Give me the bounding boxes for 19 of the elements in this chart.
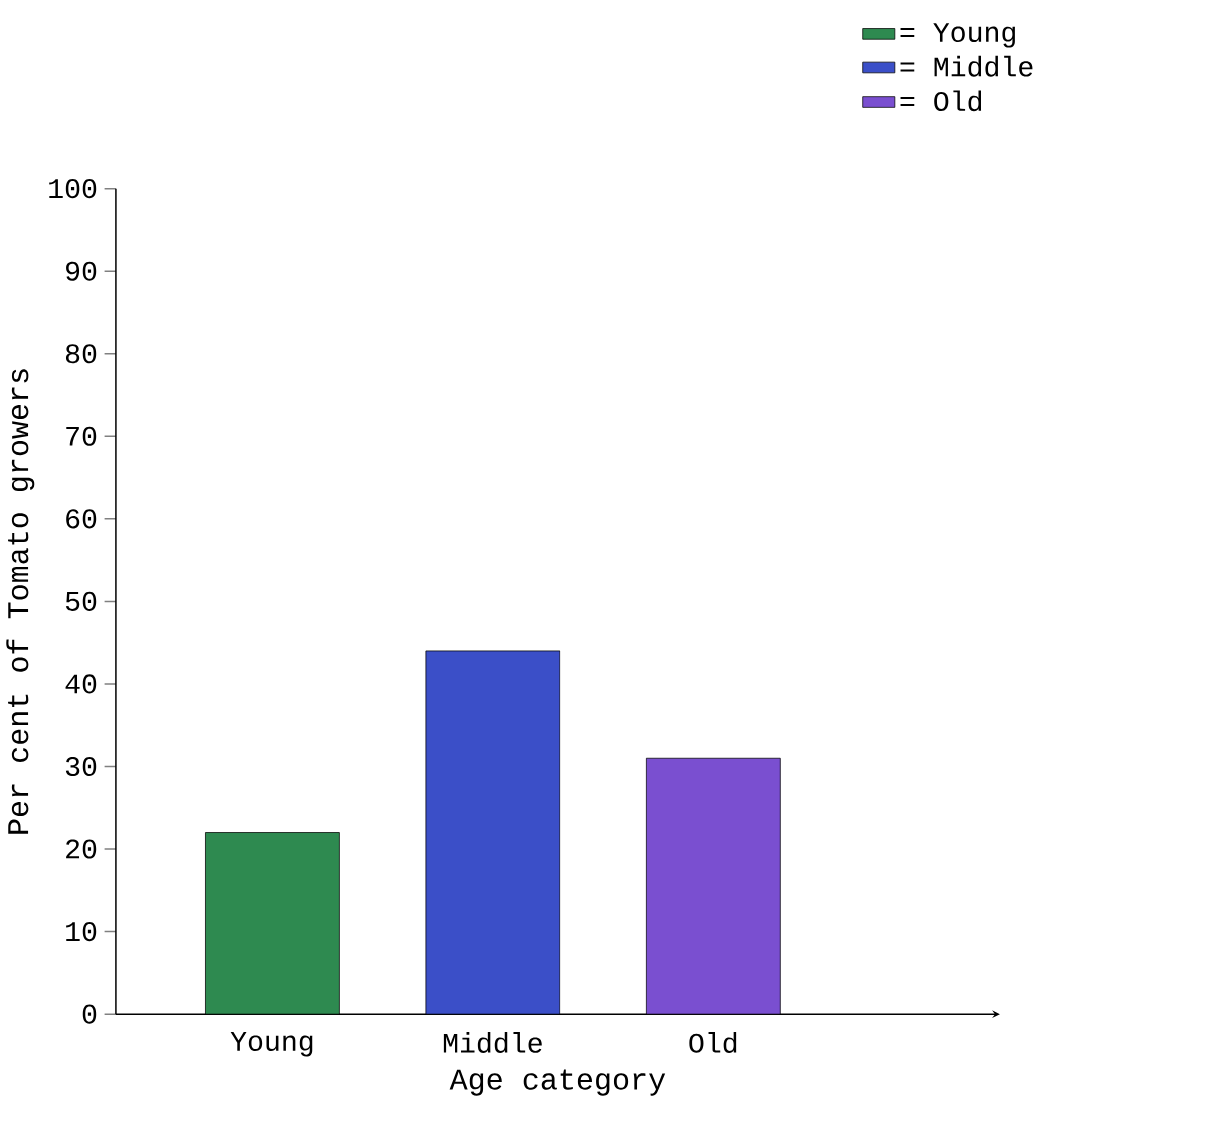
- y-tick-label: 20: [66, 839, 97, 859]
- legend-label: = Old: [900, 90, 982, 112]
- y-tick-label: 50: [65, 591, 97, 611]
- y-tick-label: 30: [65, 756, 97, 776]
- x-tick-label: Young: [230, 1031, 313, 1057]
- x-axis-title: Age category: [449, 1069, 666, 1096]
- y-tick-label: 10: [66, 921, 97, 941]
- y-tick-label: 100: [49, 178, 97, 199]
- y-tick-label: 60: [66, 509, 97, 529]
- y-tick-label: 70: [66, 426, 97, 446]
- y-axis-title: Per cent of Tomato growers: [6, 369, 35, 834]
- x-tick-label: Old: [689, 1031, 737, 1053]
- y-tick-label: 90: [66, 261, 97, 281]
- y-tick-label: 80: [65, 344, 97, 364]
- x-tick-label: Middle: [443, 1031, 542, 1053]
- y-tick-label: 0: [82, 1004, 97, 1024]
- y-tick-label: 40: [65, 674, 97, 694]
- legend-label: = Middle: [900, 55, 1033, 77]
- legend-label: = Young: [900, 23, 1015, 48]
